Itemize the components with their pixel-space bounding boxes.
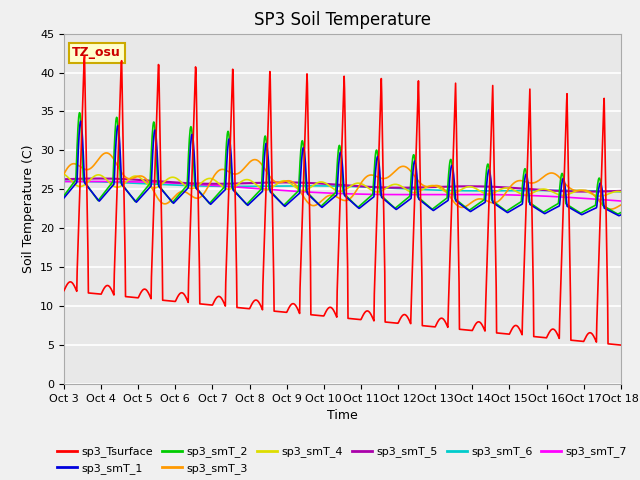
sp3_smT_6 <box>184 183 191 189</box>
sp3_smT_3 <box>60 171 68 177</box>
sp3_smT_4 <box>551 190 559 196</box>
Y-axis label: Soil Temperature (C): Soil Temperature (C) <box>22 144 35 273</box>
sp3_smT_3 <box>429 183 437 189</box>
sp3_smT_7 <box>246 185 254 191</box>
sp3_smT_4 <box>502 185 509 191</box>
sp3_smT_1 <box>171 199 179 205</box>
Line: sp3_smT_2: sp3_smT_2 <box>64 113 621 214</box>
Line: sp3_smT_6: sp3_smT_6 <box>64 181 621 192</box>
sp3_smT_6 <box>429 187 436 193</box>
sp3_smT_3 <box>607 206 614 212</box>
sp3_smT_3 <box>617 202 625 208</box>
sp3_Tsurface <box>617 342 625 348</box>
sp3_smT_5 <box>60 176 68 182</box>
sp3_smT_3 <box>103 150 111 156</box>
sp3_smT_7 <box>184 181 192 187</box>
sp3_smT_4 <box>184 185 191 191</box>
sp3_smT_5 <box>246 180 254 186</box>
sp3_smT_7 <box>429 192 437 197</box>
sp3_smT_4 <box>60 171 68 177</box>
sp3_smT_1 <box>617 212 625 218</box>
X-axis label: Time: Time <box>327 409 358 422</box>
sp3_smT_2 <box>184 159 192 165</box>
sp3_smT_2 <box>614 211 621 217</box>
sp3_smT_7 <box>551 194 559 200</box>
sp3_smT_7 <box>60 179 68 184</box>
Line: sp3_smT_5: sp3_smT_5 <box>64 179 621 192</box>
sp3_smT_1 <box>502 209 509 215</box>
Legend: sp3_Tsurface, sp3_smT_1, sp3_smT_2, sp3_smT_3, sp3_smT_4, sp3_smT_5, sp3_smT_6, : sp3_Tsurface, sp3_smT_1, sp3_smT_2, sp3_… <box>53 442 632 479</box>
sp3_smT_7 <box>89 179 97 184</box>
sp3_smT_1 <box>429 207 437 213</box>
sp3_smT_1 <box>60 195 68 201</box>
sp3_smT_1 <box>246 200 254 205</box>
Line: sp3_smT_3: sp3_smT_3 <box>64 153 621 209</box>
sp3_smT_7 <box>617 198 625 204</box>
sp3_smT_7 <box>502 192 509 198</box>
sp3_smT_2 <box>246 197 254 203</box>
sp3_smT_7 <box>171 180 179 186</box>
sp3_smT_2 <box>551 203 559 208</box>
sp3_smT_2 <box>502 208 509 214</box>
sp3_smT_1 <box>615 213 623 218</box>
sp3_smT_6 <box>246 183 254 189</box>
sp3_smT_5 <box>429 184 437 190</box>
sp3_smT_5 <box>551 188 559 193</box>
sp3_smT_3 <box>502 190 509 195</box>
sp3_Tsurface <box>60 288 68 293</box>
sp3_smT_6 <box>617 189 625 195</box>
sp3_smT_4 <box>617 189 625 194</box>
sp3_smT_3 <box>246 158 254 164</box>
sp3_smT_2 <box>60 193 68 199</box>
sp3_smT_2 <box>429 206 437 212</box>
Text: TZ_osu: TZ_osu <box>72 47 121 60</box>
sp3_smT_3 <box>184 191 192 196</box>
sp3_smT_1 <box>551 205 559 211</box>
sp3_Tsurface <box>81 53 88 59</box>
sp3_smT_5 <box>502 184 509 190</box>
sp3_smT_5 <box>617 188 625 194</box>
Line: sp3_smT_1: sp3_smT_1 <box>64 121 621 216</box>
sp3_Tsurface <box>246 304 254 310</box>
Line: sp3_Tsurface: sp3_Tsurface <box>64 56 621 345</box>
sp3_smT_2 <box>76 110 83 116</box>
sp3_smT_3 <box>551 171 559 177</box>
sp3_smT_4 <box>170 175 178 180</box>
sp3_smT_6 <box>551 188 559 193</box>
sp3_Tsurface <box>551 327 559 333</box>
Title: SP3 Soil Temperature: SP3 Soil Temperature <box>254 11 431 29</box>
sp3_Tsurface <box>184 300 192 305</box>
sp3_smT_2 <box>171 197 179 203</box>
Line: sp3_smT_4: sp3_smT_4 <box>64 174 621 196</box>
sp3_smT_3 <box>171 193 179 199</box>
sp3_smT_6 <box>170 182 178 188</box>
sp3_smT_4 <box>429 182 436 188</box>
sp3_smT_5 <box>95 176 102 181</box>
sp3_smT_5 <box>171 180 179 185</box>
sp3_smT_5 <box>184 180 192 186</box>
sp3_smT_2 <box>617 210 625 216</box>
sp3_smT_6 <box>60 179 68 184</box>
sp3_smT_4 <box>596 193 604 199</box>
sp3_smT_4 <box>246 178 254 183</box>
sp3_Tsurface <box>502 331 509 336</box>
sp3_smT_6 <box>502 188 509 193</box>
Line: sp3_smT_7: sp3_smT_7 <box>64 181 621 201</box>
sp3_Tsurface <box>171 299 179 304</box>
sp3_smT_1 <box>184 185 192 191</box>
sp3_smT_1 <box>77 119 84 124</box>
sp3_Tsurface <box>429 324 437 330</box>
sp3_smT_5 <box>582 189 590 194</box>
